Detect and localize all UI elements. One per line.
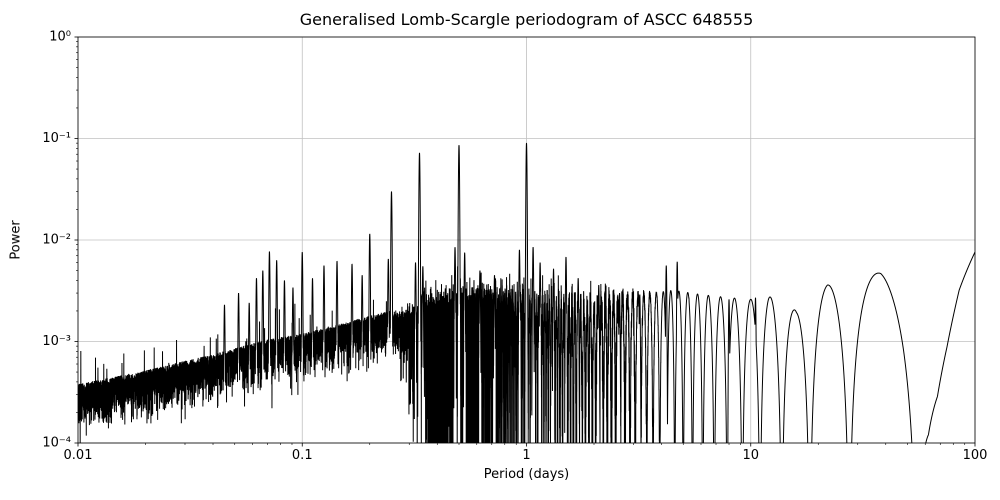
chart-title: Generalised Lomb-Scargle periodogram of …	[299, 10, 754, 29]
y-axis-label: Power	[8, 220, 24, 260]
x-axis-label: Period (days)	[483, 467, 570, 482]
